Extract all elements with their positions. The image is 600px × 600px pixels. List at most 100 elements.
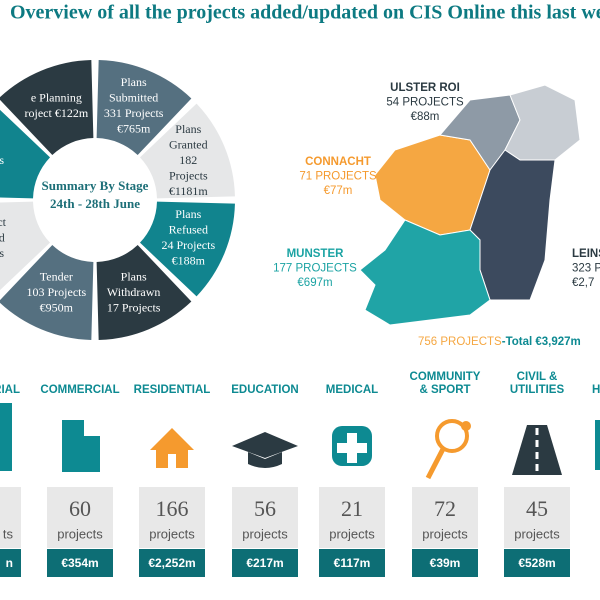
stage-label: e Planning	[31, 91, 82, 105]
stage-label: 182	[179, 153, 197, 167]
region-projects: 71 PROJECTS	[299, 171, 377, 183]
total-value: -Total €3,927m	[502, 336, 581, 348]
region-value: €2,7	[572, 277, 594, 289]
sector-value-bar	[0, 549, 21, 577]
sector-count: 72	[434, 496, 456, 521]
sector-box	[412, 487, 478, 548]
total-projects: 756 PROJECTS	[418, 336, 502, 348]
icon	[512, 425, 562, 475]
sector-unit: projects	[329, 526, 375, 541]
sector-name: & SPORT	[419, 384, 470, 396]
region-projects: 54 PROJECTS	[386, 97, 464, 109]
icon	[168, 454, 176, 468]
sector-value: €528m	[518, 556, 555, 570]
stage-label: s	[0, 153, 4, 167]
sector-value-bar	[232, 549, 298, 577]
stage-label: Plans	[175, 122, 201, 136]
stage-label: Tender	[40, 270, 73, 284]
sector-unit: projects	[57, 526, 103, 541]
sector-value: €39m	[430, 556, 461, 570]
icon	[337, 433, 367, 463]
stage-label: ct	[0, 215, 7, 229]
stage-segment	[139, 103, 235, 199]
sector-value: n	[6, 556, 13, 570]
icon	[0, 403, 12, 471]
region-projects: 177 PROJECTS	[273, 263, 357, 275]
stage-label: d	[0, 230, 5, 244]
sector-name: UTILITIES	[510, 384, 565, 396]
ireland-map	[359, 84, 581, 326]
stage-label: roject €122m	[25, 106, 89, 120]
stage-title: Summary By Stage	[42, 178, 149, 193]
stage-segment	[0, 201, 51, 291]
region-name: LEINS	[572, 248, 600, 260]
sector-unit: projects	[514, 526, 560, 541]
munster-region	[359, 219, 491, 326]
sector-name: COMMERCIAL	[40, 384, 119, 396]
connacht-region	[374, 134, 491, 236]
stage-label: €1181m	[169, 184, 209, 198]
sector-name: COMMUNITY	[410, 371, 481, 383]
icon	[150, 428, 194, 468]
icon	[232, 432, 298, 458]
sector-name: H	[592, 384, 600, 396]
icon	[248, 452, 282, 468]
sector-unit: projects	[149, 526, 195, 541]
sector-value: €354m	[61, 556, 98, 570]
icon	[62, 420, 84, 472]
sector-box	[232, 487, 298, 548]
sector-name: EDUCATION	[231, 384, 299, 396]
region-name: ULSTER ROI	[390, 82, 460, 94]
sector-box	[504, 487, 570, 548]
stage-dates: 24th - 28th June	[50, 196, 140, 211]
stage-segment	[96, 60, 192, 156]
stage-label: Withdrawn	[107, 285, 161, 299]
sector-value-bar	[412, 549, 478, 577]
sector-unit: ts	[3, 526, 14, 541]
stage-label: €950m	[40, 301, 74, 315]
region-name: MUNSTER	[287, 248, 345, 260]
stage-segment	[0, 60, 94, 156]
region-value: €77m	[324, 185, 353, 197]
sector-count: 56	[254, 496, 276, 521]
stage-label: €765m	[117, 122, 151, 136]
sector-value: €217m	[246, 556, 283, 570]
region-name: CONNACHT	[305, 156, 371, 168]
sector-name: RESIDENTIAL	[134, 384, 211, 396]
stage-label: Granted	[169, 138, 208, 152]
sector-count: 21	[341, 496, 363, 521]
region-value: €88m	[411, 111, 440, 123]
sector-box	[139, 487, 205, 548]
sector-icons	[0, 403, 600, 480]
stage-segment	[0, 109, 51, 199]
sector-unit: projects	[242, 526, 288, 541]
sector-name: RIAL	[0, 384, 20, 396]
sector-count: 60	[69, 496, 91, 521]
sector-unit: projects	[422, 526, 468, 541]
sector-value-bar	[139, 549, 205, 577]
sector-count: 45	[526, 496, 548, 521]
stage-segment	[139, 201, 235, 297]
stage-label: €188m	[172, 254, 206, 268]
stage-label: Projects	[169, 169, 208, 183]
map-total: 756 PROJECTS-Total €3,927m	[418, 336, 581, 348]
sector-count: 166	[156, 496, 189, 521]
stage-label: Plans	[121, 270, 147, 284]
region-value: €697m	[297, 277, 332, 289]
stage-label: Refused	[169, 223, 208, 237]
region-projects: 323 PRO	[572, 263, 600, 275]
sector-box	[47, 487, 113, 548]
stage-label: s	[0, 246, 4, 260]
sector-box	[0, 487, 21, 548]
sector-value: €2,252m	[148, 556, 195, 570]
stage-label: Plans	[121, 75, 147, 89]
icon	[425, 447, 446, 480]
sector-name: MEDICAL	[326, 384, 378, 396]
stage-label: 103 Projects	[27, 285, 87, 299]
sector-box	[319, 487, 385, 548]
page-title: Overview of all the projects added/updat…	[10, 2, 600, 24]
icon	[435, 419, 469, 453]
sector-value-bar	[504, 549, 570, 577]
icon	[461, 421, 471, 431]
